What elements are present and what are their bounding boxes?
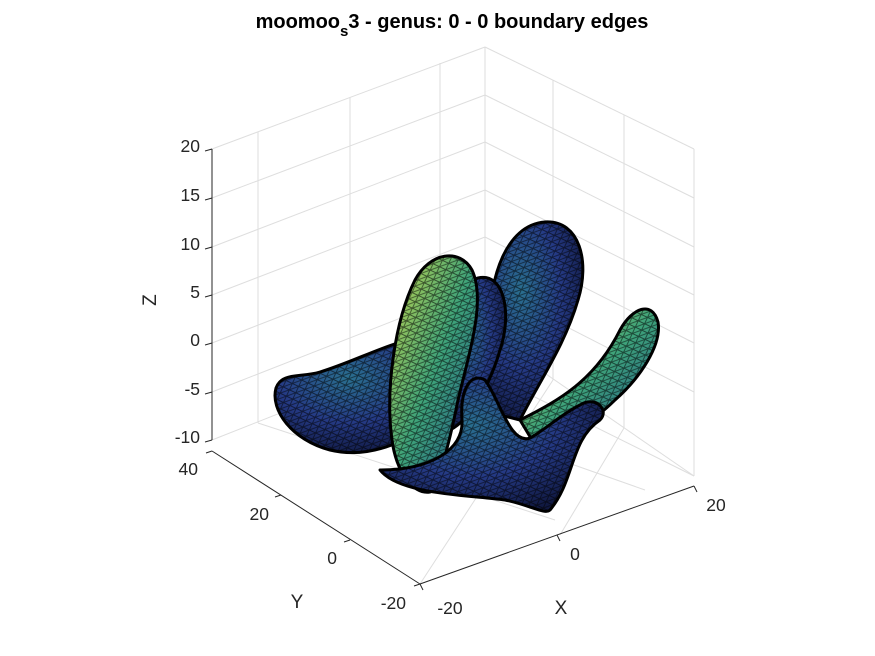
- y-tick-label: 20: [250, 504, 270, 524]
- chart-title-suffix: 3 - genus: 0 - 0 boundary edges: [348, 11, 648, 33]
- z-tick-label: 20: [181, 136, 201, 156]
- z-tick-label: 5: [190, 282, 200, 302]
- x-axis-label: X: [555, 598, 568, 619]
- y-axis: 40 20 0 -20 Y: [179, 450, 421, 613]
- z-tick-label: -10: [175, 427, 201, 447]
- x-tick-label: 20: [706, 495, 726, 515]
- chart-title: moomoos3 - genus: 0 - 0 boundary edges: [256, 11, 649, 40]
- y-tick-label: -20: [381, 593, 407, 613]
- z-tick-label: 10: [181, 234, 201, 254]
- chart-title-subscript: s: [340, 23, 348, 40]
- z-tick-label: 0: [190, 330, 200, 350]
- x-tick-label: 0: [570, 544, 580, 564]
- z-axis-label: Z: [140, 294, 161, 306]
- x-tick-label: -20: [437, 598, 463, 618]
- y-tick-label: 40: [179, 459, 199, 479]
- x-axis: -20 0 20 X: [419, 485, 726, 619]
- y-axis-label: Y: [291, 592, 304, 613]
- y-tick-label: 0: [327, 548, 337, 568]
- z-axis: 20 15 10 5 0 -5 -10 Z: [140, 136, 213, 447]
- z-tick-label: -5: [184, 379, 200, 399]
- y-axis-line: [211, 450, 421, 585]
- chart-title-prefix: moomoo: [256, 11, 340, 33]
- z-tick-label: 15: [181, 185, 200, 205]
- surface-mesh: [273, 220, 660, 513]
